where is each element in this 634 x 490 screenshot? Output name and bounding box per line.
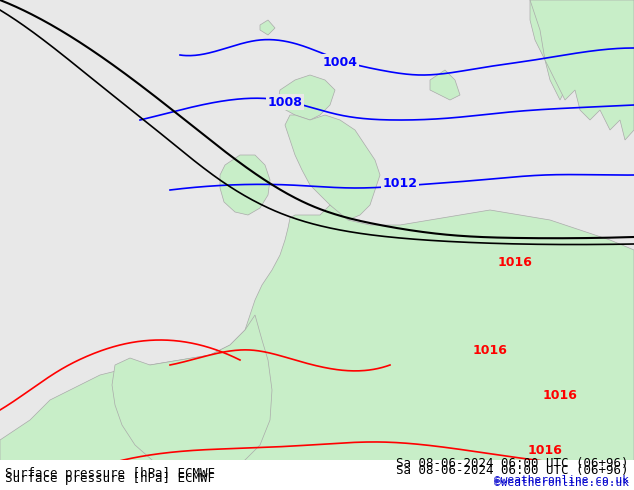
Polygon shape [0,205,634,490]
Bar [0,460,634,490]
Text: 1008: 1008 [268,96,302,108]
Polygon shape [112,315,272,475]
Polygon shape [430,70,460,100]
Text: 1012: 1012 [382,176,418,190]
Text: ©weatheronline.co.uk: ©weatheronline.co.uk [494,475,629,485]
Text: Surface pressure [hPa] ECMWF: Surface pressure [hPa] ECMWF [5,467,215,480]
Text: Sa 08-06-2024 06:00 UTC (06+96): Sa 08-06-2024 06:00 UTC (06+96) [396,464,629,476]
Polygon shape [285,115,380,220]
Text: ©weatheronline.co.uk: ©weatheronline.co.uk [494,478,629,488]
Text: 1016: 1016 [527,443,562,457]
Polygon shape [530,0,634,140]
Polygon shape [278,75,335,120]
Text: Sa 08-06-2024 06:00 UTC (06+96): Sa 08-06-2024 06:00 UTC (06+96) [396,457,629,470]
Text: 1004: 1004 [323,55,358,69]
Text: 1016: 1016 [543,389,578,401]
Text: 1016: 1016 [498,255,533,269]
Polygon shape [260,20,275,35]
Text: Surface pressure [hPa] ECMWF: Surface pressure [hPa] ECMWF [5,471,215,485]
Text: 1016: 1016 [472,343,507,357]
Polygon shape [530,0,634,100]
Polygon shape [220,155,270,215]
